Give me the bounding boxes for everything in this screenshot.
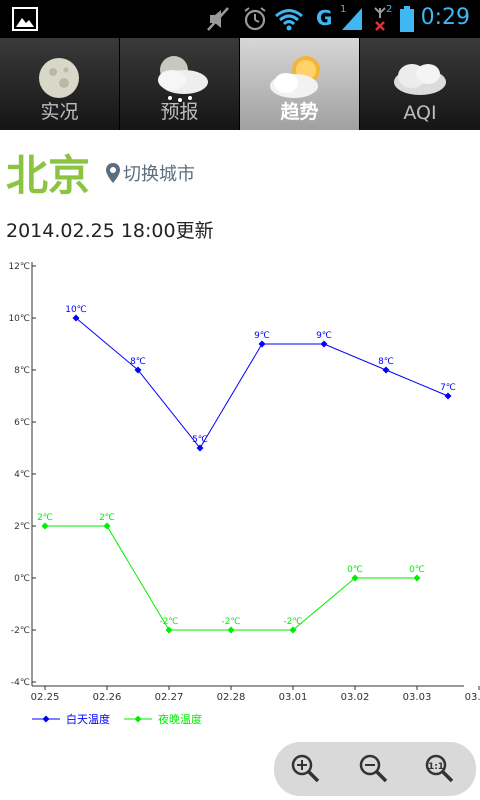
x-tick-label: 02.28 — [217, 692, 246, 703]
x-tick-label: 03.02 — [341, 692, 370, 703]
legend-marker — [43, 716, 50, 723]
cloud-icon — [384, 50, 454, 106]
night-temperature-line — [45, 526, 417, 630]
x-tick-label: 03.04 — [465, 692, 480, 703]
tab-live[interactable]: 实况 — [0, 38, 120, 130]
data-label: 10℃ — [65, 305, 87, 315]
gallery-icon — [12, 7, 38, 31]
alarm-icon — [242, 6, 268, 32]
location-pin-icon — [106, 163, 120, 183]
x-tick-label: 02.26 — [93, 692, 122, 703]
x-tick-label: 03.03 — [403, 692, 432, 703]
data-label: 0℃ — [409, 565, 425, 575]
tab-trend[interactable]: 趋势 — [240, 38, 360, 130]
data-label: -2℃ — [221, 617, 240, 627]
data-label: 2℃ — [37, 513, 53, 523]
zoom-reset-icon[interactable]: 1:1 — [422, 751, 456, 785]
battery-icon — [400, 6, 414, 32]
switch-city-label: 切换城市 — [123, 160, 195, 186]
data-label: 8℃ — [378, 357, 394, 367]
data-point — [259, 341, 266, 348]
update-time: 2014.02.25 18:00更新 — [6, 216, 214, 243]
tab-label: 实况 — [0, 97, 119, 124]
data-point — [445, 393, 452, 400]
city-name: 北京 — [6, 142, 90, 203]
tab-label: AQI — [360, 102, 480, 124]
tab-bar: 实况 预报 趋势 AQI — [0, 38, 480, 130]
data-point — [42, 523, 49, 530]
data-label: 0℃ — [347, 565, 363, 575]
data-point — [228, 627, 235, 634]
y-tick-label: 12℃ — [8, 262, 30, 272]
data-label: -2℃ — [159, 617, 178, 627]
data-label: 7℃ — [440, 383, 456, 393]
tab-aqi[interactable]: AQI — [360, 38, 480, 130]
legend-marker — [135, 716, 142, 723]
x-tick-label: 02.25 — [31, 692, 60, 703]
status-bar: G 1 2 0:29 — [0, 0, 480, 38]
y-tick-label: -2℃ — [11, 626, 30, 636]
data-point — [383, 367, 390, 374]
tab-label: 趋势 — [240, 97, 359, 124]
data-label: 8℃ — [130, 357, 146, 367]
data-point — [104, 523, 111, 530]
x-tick-label: 02.27 — [155, 692, 184, 703]
zoom-in-icon[interactable] — [288, 751, 322, 785]
zoom-reset-label: 1:1 — [428, 762, 444, 772]
data-point — [414, 575, 421, 582]
data-point — [166, 627, 173, 634]
data-point — [321, 341, 328, 348]
data-label: 9℃ — [254, 331, 270, 341]
tab-label: 预报 — [120, 97, 239, 124]
data-label: 9℃ — [316, 331, 332, 341]
wifi-icon — [274, 8, 304, 32]
mute-icon — [206, 6, 230, 32]
x-tick-label: 03.01 — [279, 692, 308, 703]
tab-forecast[interactable]: 预报 — [120, 38, 240, 130]
y-tick-label: 10℃ — [8, 314, 30, 324]
y-tick-label: 4℃ — [14, 470, 30, 480]
zoom-controls: 1:1 — [274, 742, 476, 796]
y-tick-label: 8℃ — [14, 366, 30, 376]
y-tick-label: 6℃ — [14, 418, 30, 428]
signal-icon — [340, 6, 364, 32]
switch-city-button[interactable]: 切换城市 — [106, 158, 195, 188]
y-tick-label: 2℃ — [14, 522, 30, 532]
data-label: 2℃ — [99, 513, 115, 523]
zoom-out-icon[interactable] — [356, 751, 390, 785]
data-label: 5℃ — [192, 435, 208, 445]
network-type-label: G — [316, 6, 332, 30]
no-signal-icon — [372, 4, 392, 32]
legend-label: 夜晚温度 — [158, 712, 202, 726]
legend-label: 白天温度 — [66, 712, 110, 726]
temperature-trend-chart: 12℃ 10℃ 8℃ 6℃ 4℃ 2℃ 0℃ -2℃ -4℃02.25 02.26 02.27 02.… — [0, 250, 480, 740]
y-tick-label: -4℃ — [11, 678, 30, 688]
data-label: -2℃ — [283, 617, 302, 627]
status-clock: 0:29 — [421, 5, 470, 30]
y-tick-label: 0℃ — [14, 574, 30, 584]
